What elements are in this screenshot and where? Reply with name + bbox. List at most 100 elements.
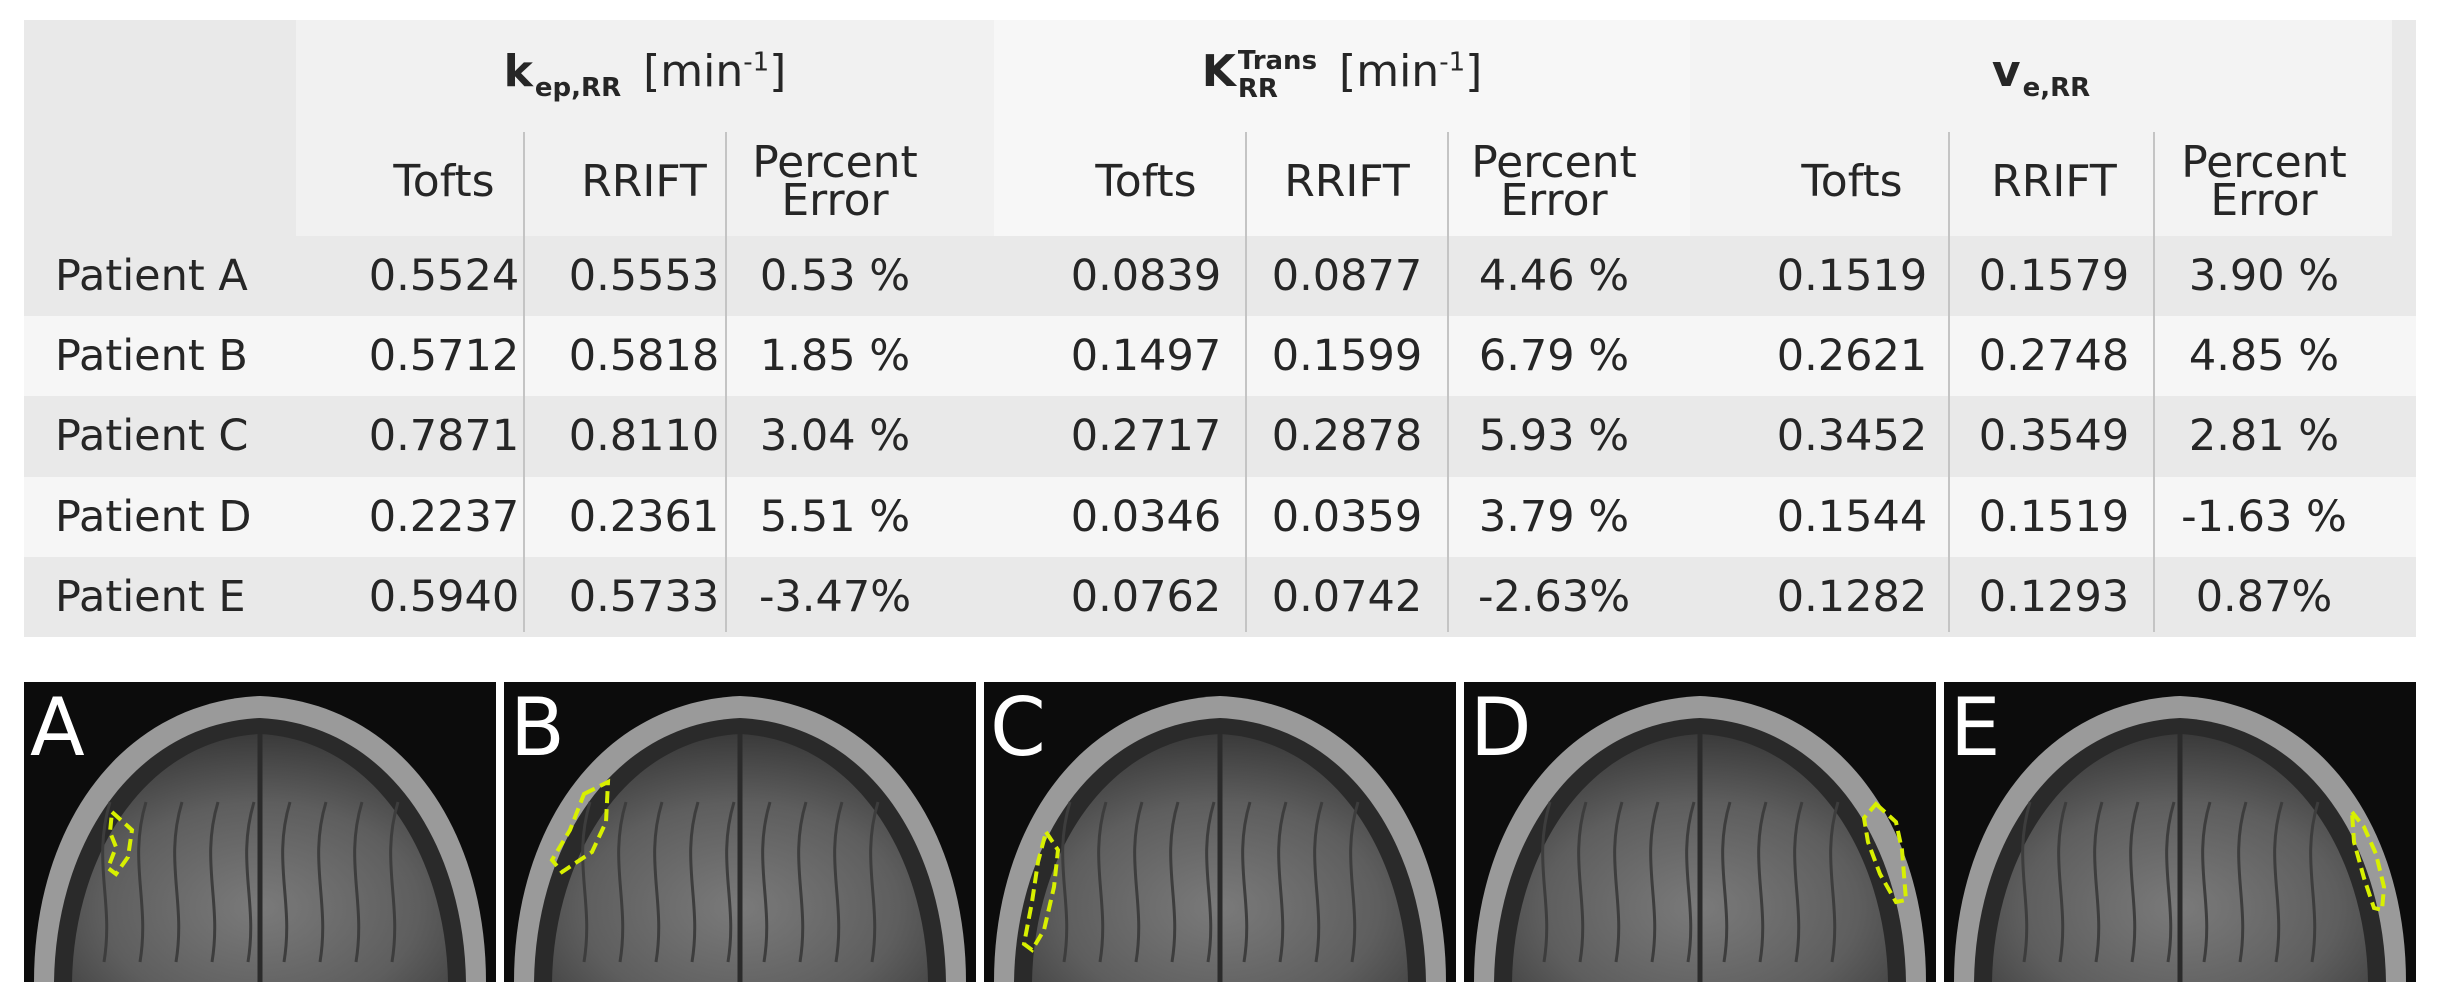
mri-scan-image (1474, 696, 1926, 982)
table-cell: 0.0839 (1070, 251, 1222, 302)
column-divider (2153, 132, 2155, 632)
group-subscript: ep,RR (534, 73, 622, 103)
table-row-band (24, 396, 2416, 477)
table-cell: 0.2361 (568, 491, 720, 542)
table-cell: 0.1293 (1978, 571, 2130, 622)
unit-text: [min (643, 45, 744, 97)
table-cell: 0.5818 (568, 331, 720, 382)
group-symbol: k (503, 45, 533, 97)
subheader-tofts: Tofts (1801, 156, 1903, 207)
table-cell: 0.53 % (759, 251, 911, 302)
table-cell: 0.5524 (368, 251, 520, 302)
table-cell: 0.87% (2195, 571, 2333, 622)
subheader-line: Error (2210, 175, 2318, 226)
row-label: Patient D (55, 491, 252, 542)
panel-label: D (1470, 682, 1532, 774)
tumor-roi-outline-icon (105, 807, 135, 877)
subheader-line: Error (781, 175, 889, 226)
table-cell: 6.79 % (1478, 331, 1630, 382)
table-cell: 0.0359 (1271, 491, 1423, 542)
subheader-rrift: RRIFT (1284, 156, 1410, 207)
subheader-line: Percent (1471, 137, 1637, 188)
unit-bracket: ] (769, 45, 787, 97)
table-cell: 2.81 % (2188, 411, 2340, 462)
subheader-percent-error: Percent Error (1444, 132, 1664, 232)
mri-scan-image (514, 696, 966, 982)
tumor-roi-outline-icon (1861, 801, 1909, 905)
subheader-percent-error: Percent Error (2154, 132, 2374, 232)
table-cell: 0.2717 (1070, 411, 1222, 462)
table-row-band (24, 316, 2416, 397)
table-cell: 0.5553 (568, 251, 720, 302)
panel-label: A (30, 682, 85, 774)
table-cell: 0.1497 (1070, 331, 1222, 382)
table-cell: 0.0877 (1271, 251, 1423, 302)
table-cell: 5.51 % (759, 491, 911, 542)
table-cell: 0.5940 (368, 571, 520, 622)
table-cell: 3.79 % (1478, 491, 1630, 542)
table-cell: 0.2748 (1978, 331, 2130, 382)
table-cell: 0.3549 (1978, 411, 2130, 462)
tumor-roi-outline-icon (2349, 805, 2387, 913)
table-cell: 0.1599 (1271, 331, 1423, 382)
table-cell: 0.2621 (1776, 331, 1928, 382)
table-row-band (24, 236, 2416, 317)
unit-exponent: -1 (743, 46, 770, 77)
table-cell: 0.1282 (1776, 571, 1928, 622)
tumor-roi-outline-icon (549, 778, 611, 875)
table-cell: 0.1519 (1978, 491, 2130, 542)
table-cell: 0.8110 (568, 411, 720, 462)
mri-panel-e: E (1944, 682, 2416, 982)
group-title: k ep,RR [min-1] (296, 36, 994, 106)
table-cell: -2.63% (1477, 571, 1631, 622)
tumor-roi-outline-icon (1021, 827, 1061, 953)
panel-label: B (510, 682, 565, 774)
column-divider (523, 132, 525, 632)
table-cell: 0.1544 (1776, 491, 1928, 542)
group-symbol: K (1201, 45, 1236, 97)
table-cell: 0.1579 (1978, 251, 2130, 302)
table-cell: 0.3452 (1776, 411, 1928, 462)
column-divider (725, 132, 727, 632)
table-cell: 3.90 % (2188, 251, 2340, 302)
table-cell: 0.0742 (1271, 571, 1423, 622)
table-cell: 0.5733 (568, 571, 720, 622)
table-cell: 0.7871 (368, 411, 520, 462)
row-label: Patient B (55, 331, 248, 382)
mri-panel-c: C (984, 682, 1456, 982)
subheader-rrift: RRIFT (581, 156, 707, 207)
unit-exponent: -1 (1439, 46, 1466, 77)
panel-label: C (990, 682, 1046, 774)
group-subscript: RR (1237, 74, 1278, 104)
table-cell: 4.85 % (2188, 331, 2340, 382)
table-cell: 0.0346 (1070, 491, 1222, 542)
table-cell: -3.47% (758, 571, 912, 622)
mri-panel-d: D (1464, 682, 1936, 982)
table-cell: 3.04 % (759, 411, 911, 462)
group-subscript: e,RR (2022, 73, 2091, 103)
row-label: Patient A (55, 251, 248, 302)
table-cell: 4.46 % (1478, 251, 1630, 302)
subheader-percent-error: Percent Error (725, 132, 945, 232)
unit-bracket: ] (1465, 45, 1483, 97)
row-label: Patient E (55, 571, 246, 622)
table-row-band (24, 556, 2416, 637)
subheader-line: Percent (2181, 137, 2347, 188)
table-cell: 5.93 % (1478, 411, 1630, 462)
mri-panel-b: B (504, 682, 976, 982)
mri-scan-image (1954, 696, 2406, 982)
subheader-line: Percent (752, 137, 918, 188)
table-cell: 0.2237 (368, 491, 520, 542)
table-cell: 1.85 % (759, 331, 911, 382)
parameter-table: k ep,RR [min-1] K Trans RR [min-1] v e,RR Tofts RR… (24, 20, 2416, 637)
unit-text: [min (1339, 45, 1440, 97)
subheader-tofts: Tofts (393, 156, 495, 207)
group-title: K Trans RR [min-1] (994, 36, 1690, 106)
panel-label: E (1950, 682, 2001, 774)
group-header-background (1690, 20, 2392, 236)
table-cell: 0.5712 (368, 331, 520, 382)
table-cell: -1.63 % (2181, 491, 2347, 542)
group-superscript: Trans (1237, 46, 1318, 76)
table-row-band (24, 476, 2416, 557)
row-label: Patient C (55, 411, 249, 462)
